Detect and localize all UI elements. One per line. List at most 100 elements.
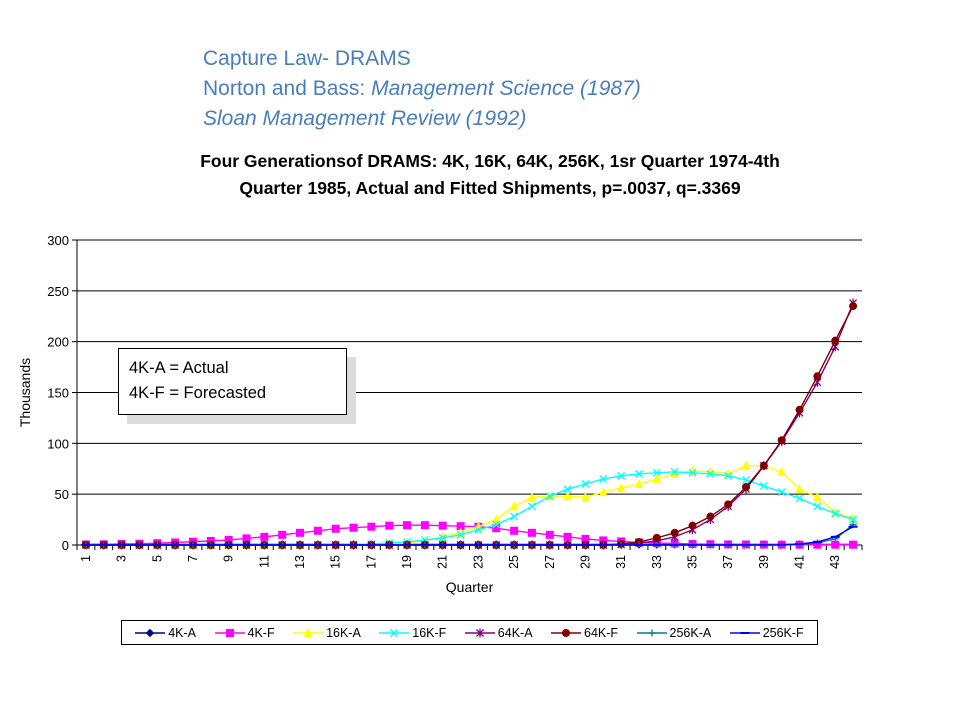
data-point-16k-a [616, 482, 626, 493]
y-tick-label: 50 [55, 487, 69, 502]
data-point-4k-f [527, 528, 536, 537]
callout-box: 4K-A = Actual 4K-F = Forecasted [118, 348, 347, 415]
data-point-16k-f [563, 485, 572, 494]
data-point-16k-a [599, 486, 608, 497]
data-point-16k-f [795, 494, 804, 503]
series-line-16k-f [85, 471, 854, 546]
heading-line-1: Capture Law- DRAMS [203, 47, 411, 70]
heading-line-2-journal: Management Science (1987) [371, 77, 641, 100]
data-point-16k-f [849, 515, 858, 524]
y-tick-label: 0 [62, 538, 69, 553]
x-tick-label: 33 [650, 555, 664, 569]
legend-swatch-64k-a [464, 628, 495, 637]
data-point-16k-f [545, 492, 554, 501]
legend-item-256k-a: 256K-A [636, 626, 711, 640]
x-tick-label: 31 [614, 555, 628, 569]
data-point-16k-f [527, 502, 536, 511]
gridlines [77, 239, 862, 495]
data-point-4k-f [296, 528, 305, 537]
series-line-4k-f [85, 524, 854, 546]
x-axis-title: Quarter [446, 579, 494, 595]
legend-swatch-4k-f [214, 628, 245, 637]
data-point-16k-f [456, 530, 465, 539]
data-point-16k-f [670, 467, 679, 476]
legend-swatch-16k-f [379, 628, 410, 637]
data-point-16k-f [617, 471, 626, 480]
x-tick-label: 23 [471, 555, 485, 569]
data-point-4k-f [313, 526, 322, 535]
heading-line-2: Norton and Bass: Management Science (198… [203, 74, 903, 104]
data-point-16k-f [777, 488, 786, 497]
legend-swatch-64k-f [551, 628, 582, 637]
legend-label-4k-a: 4K-A [168, 625, 197, 640]
legend-label-256k-f: 256K-F [762, 625, 804, 640]
x-tick-label: 35 [686, 555, 700, 569]
data-point-64k-f [795, 405, 804, 414]
chart-title-line-2: Quarter 1985, Actual and Fitted Shipment… [239, 178, 741, 198]
data-point-4k-f [260, 532, 269, 541]
data-point-16k-f [831, 509, 840, 518]
x-tick-label: 25 [507, 555, 521, 569]
legend-item-64k-a: 64K-A [464, 625, 533, 640]
data-point-16k-a [491, 514, 501, 524]
legend-label-64k-a: 64K-A [497, 625, 533, 640]
legend-swatch-marker [562, 628, 571, 637]
y-tick-label: 150 [47, 386, 69, 401]
data-point-16k-f [510, 512, 519, 521]
data-point-4k-f [563, 532, 572, 541]
x-tick-label: 3 [115, 555, 129, 562]
x-tick-label: 37 [721, 555, 735, 569]
data-point-16k-a [652, 473, 662, 483]
y-axis-title: Thousands [17, 358, 33, 427]
data-point-4k-f [331, 524, 340, 533]
legend-swatch-marker [475, 628, 484, 637]
data-point-16k-a [527, 492, 537, 502]
x-tick-label: 11 [257, 555, 271, 568]
legend-item-4k-a: 4K-A [135, 626, 196, 640]
heading-line-2-prefix: Norton and Bass: [203, 77, 372, 100]
y-tick-label: 100 [47, 436, 69, 451]
data-point-16k-f [438, 533, 447, 542]
data-point-64k-f [742, 483, 751, 492]
legend-item-256k-f: 256K-F [729, 625, 804, 640]
legend-swatch-16k-a [293, 627, 324, 637]
legend-swatch-marker [225, 628, 234, 637]
data-point-16k-a [563, 491, 572, 501]
data-point-4k-f [438, 521, 447, 530]
legend-swatch-marker [648, 629, 656, 636]
data-point-4k-f [367, 522, 376, 531]
legend-label-16k-f: 16K-F [412, 625, 447, 640]
data-point-4k-f [849, 540, 858, 549]
data-point-16k-a [777, 466, 787, 476]
data-point-4k-f [510, 526, 519, 535]
x-tick-label: 43 [828, 555, 842, 569]
data-point-64k-f [849, 302, 858, 311]
legend-item-4k-f: 4K-F [214, 625, 275, 640]
series-lines [81, 298, 858, 550]
x-tick-label: 29 [578, 555, 592, 569]
x-tick-label: 15 [329, 555, 343, 569]
chart-title: Four Generationsof DRAMS: 4K, 16K, 64K, … [60, 148, 920, 202]
data-point-64k-f [688, 521, 697, 530]
x-tick-label: 1 [79, 555, 93, 562]
data-point-64k-f [670, 528, 679, 537]
data-point-16k-f [492, 520, 501, 529]
legend-swatch-marker [390, 628, 399, 637]
data-point-16k-f [706, 469, 715, 478]
x-tick-label: 21 [436, 555, 450, 569]
x-tick-label: 19 [400, 555, 414, 569]
x-tick-label: 9 [222, 555, 236, 562]
heading-line-3-journal: Sloan Management Review (1992) [203, 107, 527, 130]
data-point-64k-f [652, 533, 661, 542]
data-point-256k-a [813, 539, 821, 547]
data-point-16k-f [599, 474, 608, 483]
data-point-16k-f [742, 475, 751, 484]
legend-swatch-256k-f [729, 631, 760, 634]
data-point-16k-a [634, 478, 644, 488]
data-point-16k-f [581, 480, 590, 488]
data-point-64k-f [777, 436, 786, 445]
x-tick-label: 39 [757, 555, 771, 569]
legend-label-4k-f: 4K-F [247, 625, 275, 640]
